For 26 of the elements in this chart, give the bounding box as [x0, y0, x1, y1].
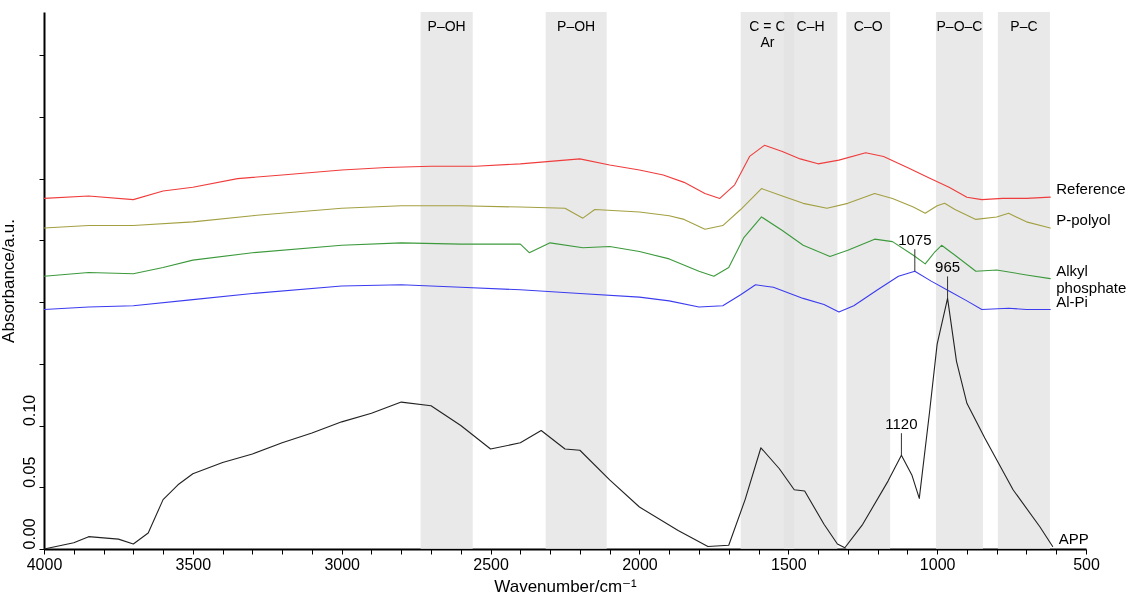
band-label: C–H [796, 18, 825, 34]
x-tick-label: 2000 [622, 555, 658, 573]
annotation: 1075 [898, 231, 932, 249]
annotation: 965 [935, 258, 961, 276]
series-label: P-polyol [1056, 211, 1111, 229]
band-label: C = C Ar [749, 18, 786, 50]
band-label: P–OH [427, 18, 466, 34]
series-label: APP [1058, 529, 1089, 547]
y-axis-title: Absorbance/a.u. [0, 219, 18, 343]
x-tick-label: 3500 [175, 555, 212, 573]
y-tick-label: 0.00 [20, 518, 38, 550]
y-tick-label: 0.05 [20, 456, 38, 488]
x-tick-label: 1500 [770, 555, 807, 573]
band-label: P–C [1010, 18, 1038, 34]
band-label: P–OH [557, 18, 596, 34]
x-tick-label: 4000 [26, 555, 63, 573]
x-tick-label: 2500 [473, 555, 509, 573]
x-axis-title: Wavenumber/cm⁻¹ [494, 576, 638, 596]
x-tick-label: 500 [1073, 555, 1100, 573]
series-label: Reference [1056, 180, 1126, 198]
band-label: P–O–C [936, 18, 983, 34]
x-tick-label: 3000 [324, 555, 361, 573]
band-label: C–O [853, 18, 883, 34]
annotation: 1120 [885, 415, 918, 433]
x-tick-label: 1000 [919, 555, 956, 573]
y-tick-label: 0.10 [20, 394, 38, 427]
